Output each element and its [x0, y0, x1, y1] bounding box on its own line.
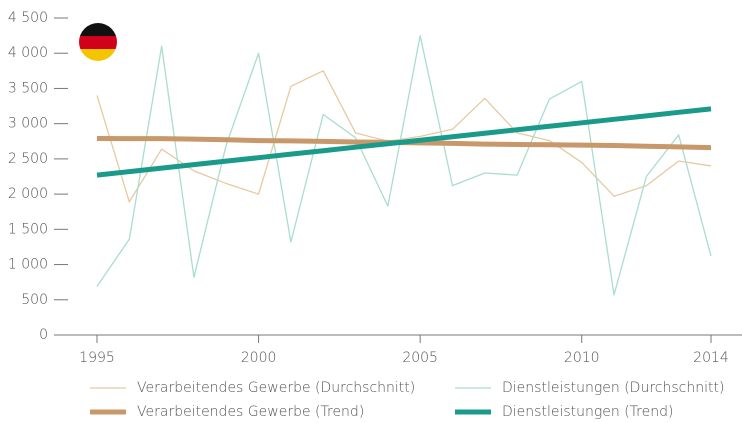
series-line	[96, 106, 712, 178]
y-tick-label: 3 500	[8, 80, 48, 96]
x-tick-label: 2010	[564, 350, 600, 366]
y-tick-label: 500	[21, 292, 48, 308]
legend-label: Verarbeitendes Gewerbe (Durchschnitt)	[137, 380, 415, 396]
series-line	[96, 34, 712, 296]
y-tick-label: 4 500	[8, 10, 48, 26]
y-tick-label: 1 000	[8, 257, 48, 273]
legend-label: Dienstleistungen (Durchschnitt)	[502, 380, 724, 396]
x-tick-label: 2014	[693, 350, 729, 366]
y-tick-label: 2 000	[8, 186, 48, 202]
x-tick-label: 2005	[402, 350, 438, 366]
y-tick-label: 1 500	[8, 221, 48, 237]
x-tick-label: 2000	[241, 350, 277, 366]
legend-label: Dienstleistungen (Trend)	[502, 404, 673, 420]
y-tick-label: 4 000	[8, 45, 48, 61]
series-line	[96, 70, 712, 203]
y-tick-label: 3 000	[8, 116, 48, 132]
y-tick-label: 2 500	[8, 151, 48, 167]
legend-label: Verarbeitendes Gewerbe (Trend)	[137, 404, 364, 420]
flag-icon	[79, 23, 117, 61]
y-tick-label: 0	[39, 327, 48, 343]
x-tick-label: 1995	[79, 350, 115, 366]
